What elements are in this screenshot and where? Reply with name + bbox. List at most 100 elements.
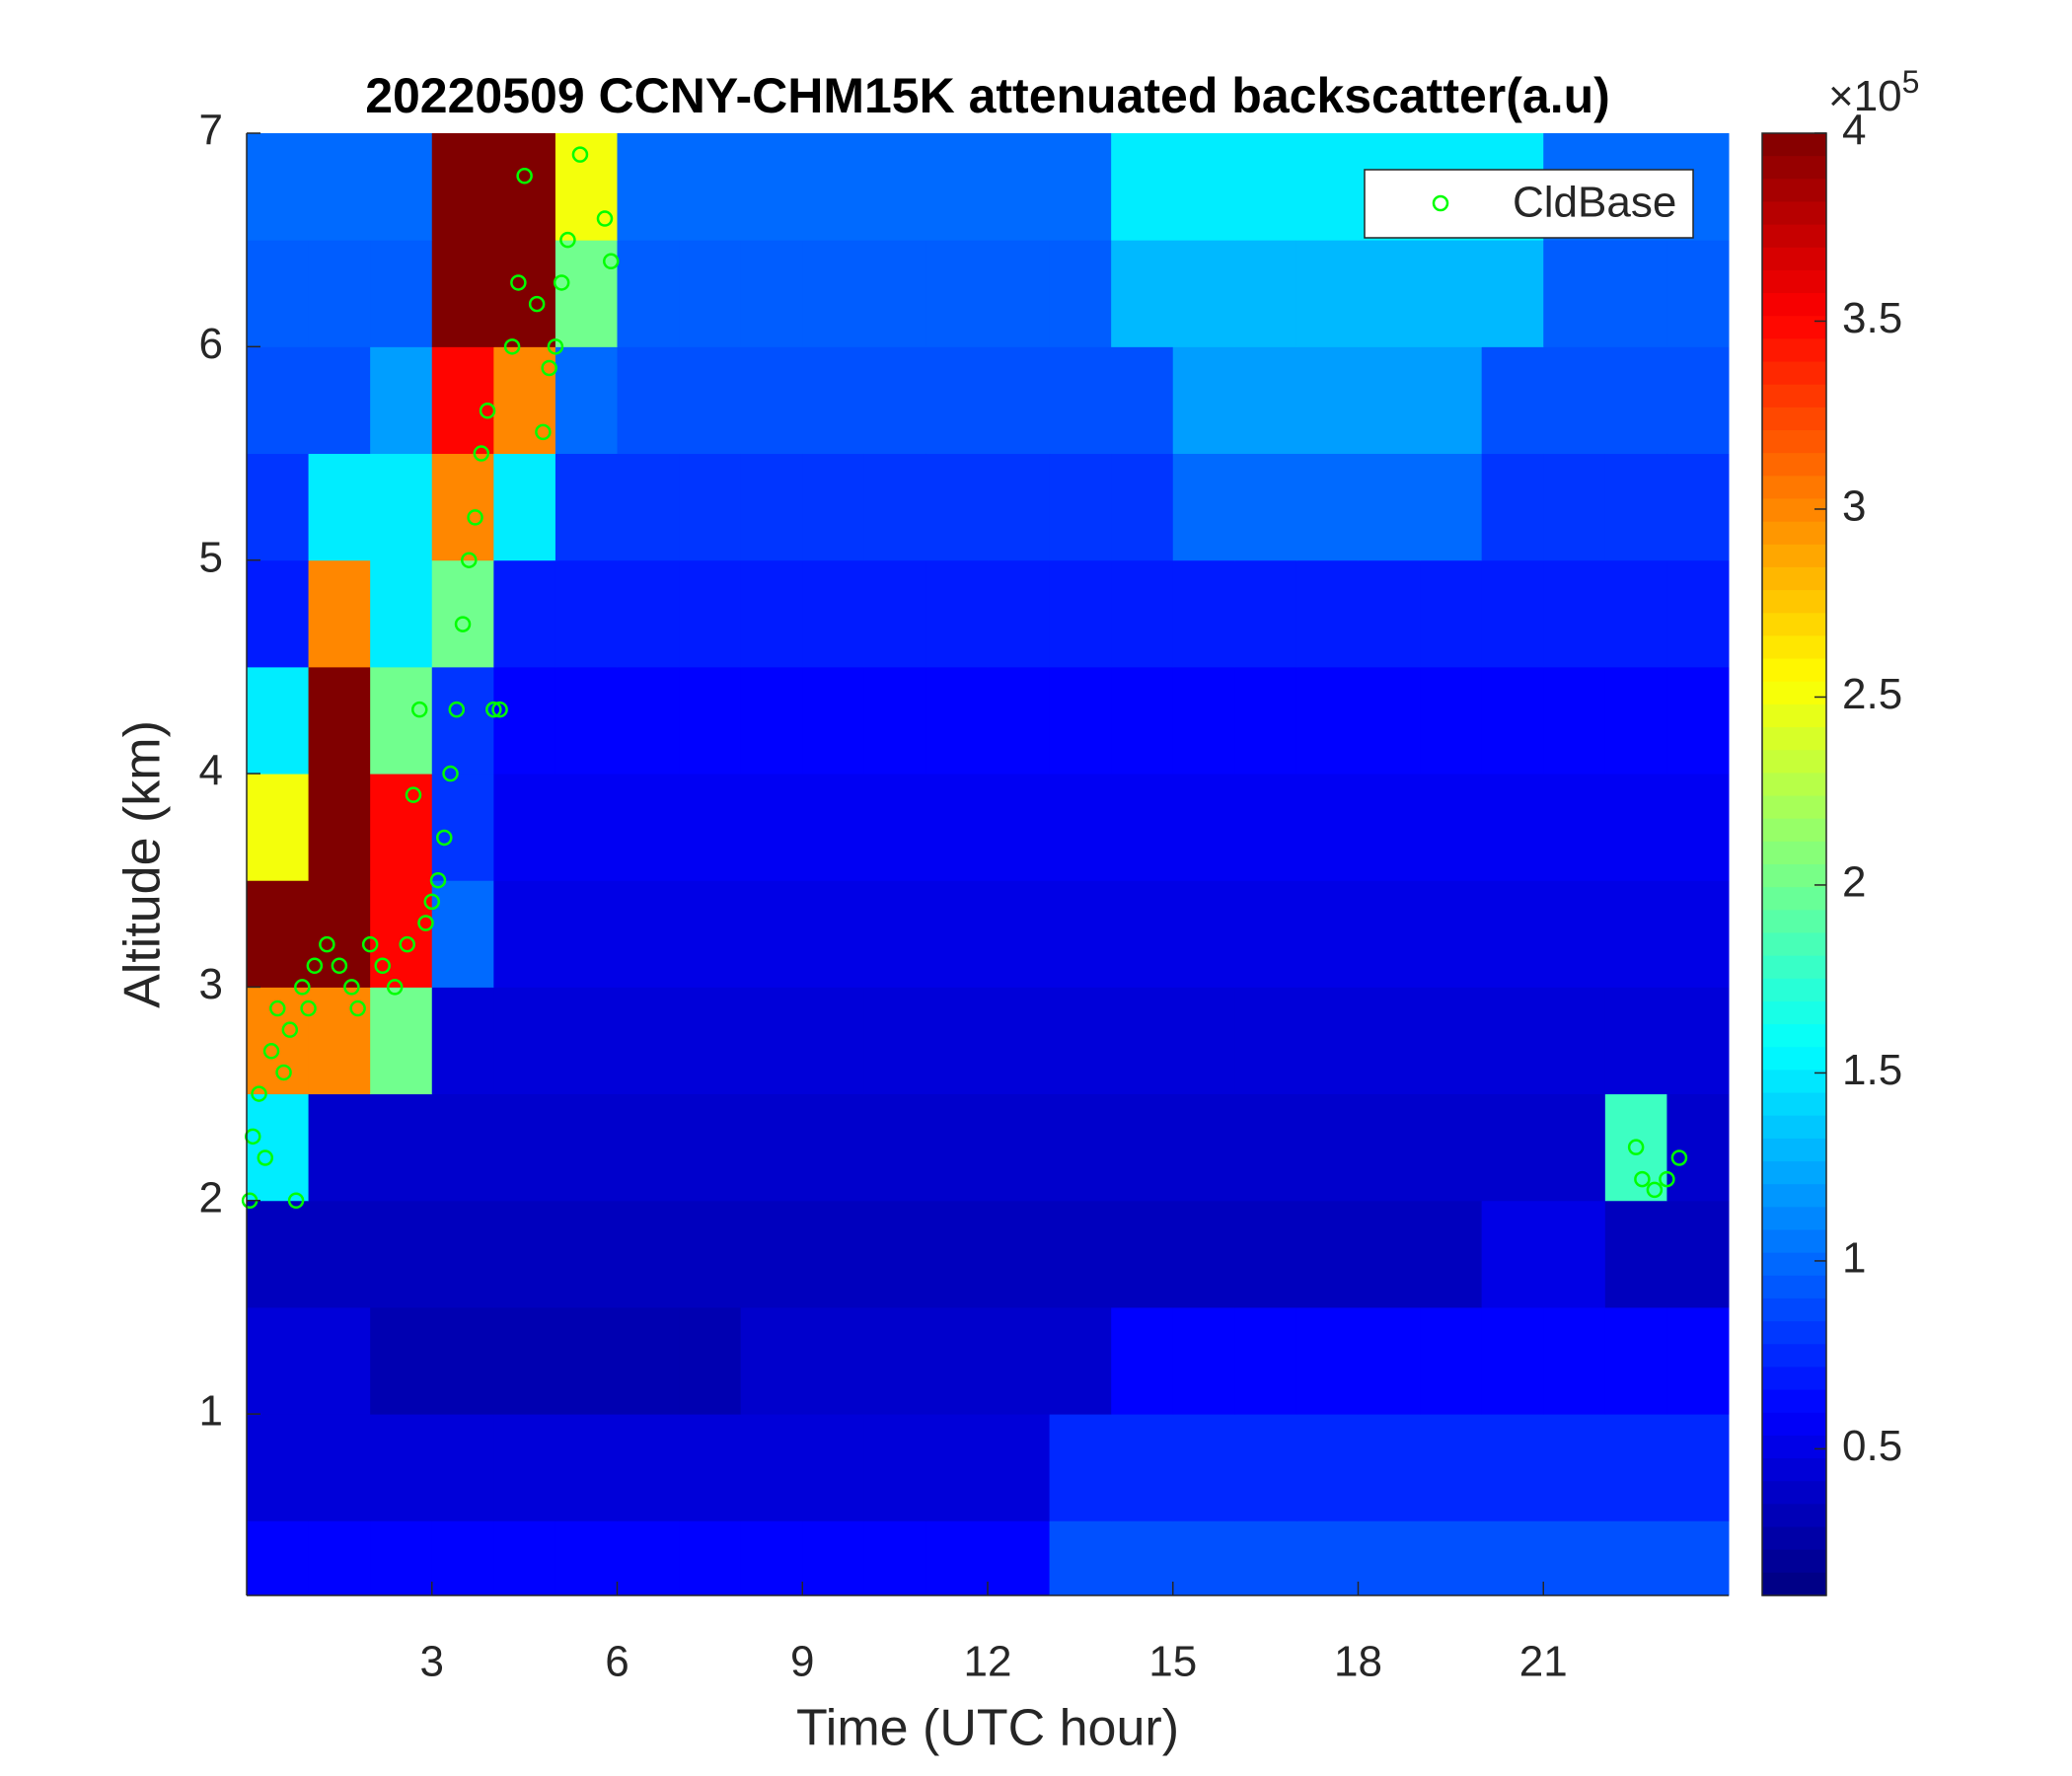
colorbar-step <box>1762 384 1826 408</box>
heatmap-cell <box>493 453 556 561</box>
heatmap-cell <box>493 666 556 775</box>
heatmap-cell <box>679 1200 742 1308</box>
heatmap <box>247 133 1730 1596</box>
heatmap-cell <box>370 1200 433 1308</box>
heatmap-cell <box>1604 453 1667 561</box>
heatmap-cell <box>988 1093 1051 1202</box>
heatmap-cell <box>247 559 310 668</box>
scatter-point <box>343 979 360 996</box>
colorbar-step <box>1762 521 1826 546</box>
heatmap-cell <box>1666 1414 1730 1521</box>
heatmap-cell <box>1481 987 1544 1095</box>
heatmap-cell <box>740 666 803 775</box>
colorbar-step <box>1762 1070 1826 1094</box>
heatmap-cell <box>1295 1200 1359 1308</box>
colorbar-step <box>1762 1229 1826 1254</box>
heatmap-cell <box>370 1414 433 1521</box>
heatmap-cell <box>1358 1414 1421 1521</box>
colorbar-step <box>1762 1138 1826 1162</box>
colorbar-step <box>1762 864 1826 888</box>
heatmap-cell <box>1234 666 1297 775</box>
heatmap-cell <box>431 1200 494 1308</box>
colorbar-step <box>1762 635 1826 660</box>
heatmap-cell <box>679 559 742 668</box>
heatmap-cell <box>493 240 556 347</box>
colorbar-step <box>1762 1389 1826 1414</box>
heatmap-cell <box>988 1520 1051 1596</box>
heatmap-cell <box>925 1200 989 1308</box>
heatmap-cell <box>1049 1414 1112 1521</box>
heatmap-cell <box>370 346 433 455</box>
heatmap-cell <box>1481 240 1544 347</box>
heatmap-cell <box>925 1414 989 1521</box>
heatmap-cell <box>988 346 1051 455</box>
heatmap-cell <box>802 987 865 1095</box>
scatter-point <box>262 1043 280 1060</box>
heatmap-cell <box>1049 987 1112 1095</box>
scatter-point <box>251 1085 267 1102</box>
heatmap-cell <box>493 133 556 241</box>
heatmap-cell <box>740 774 803 881</box>
heatmap-cell <box>1604 240 1667 347</box>
heatmap-cell <box>247 1306 310 1415</box>
heatmap-cell <box>1420 1306 1483 1415</box>
heatmap-cell <box>988 133 1051 241</box>
heatmap-cell <box>247 1200 310 1308</box>
heatmap-cell <box>679 133 742 241</box>
heatmap-cell <box>1358 240 1421 347</box>
heatmap-cell <box>1666 880 1730 988</box>
heatmap-cell <box>1172 1200 1235 1308</box>
scatter-point <box>1670 1149 1688 1166</box>
scatter-point <box>275 1064 292 1081</box>
heatmap-cell <box>617 987 680 1095</box>
heatmap-cell <box>1172 453 1235 561</box>
heatmap-cell <box>1604 1200 1667 1308</box>
heatmap-cell <box>1172 1414 1235 1521</box>
colorbar-step <box>1762 1000 1826 1025</box>
heatmap-cell <box>802 453 865 561</box>
heatmap-cell <box>1049 666 1112 775</box>
colorbar-step <box>1762 316 1826 340</box>
colorbar-step <box>1762 1275 1826 1299</box>
heatmap-cell <box>247 240 310 347</box>
heatmap-cell <box>1234 346 1297 455</box>
colorbar-step <box>1762 1504 1826 1528</box>
heatmap-cell <box>555 240 618 347</box>
heatmap-cell <box>679 346 742 455</box>
colorbar-tick-label: 2.5 <box>1842 670 1902 718</box>
colorbar-step <box>1762 269 1826 294</box>
scatter-point <box>535 423 552 441</box>
heatmap-cell <box>308 346 371 455</box>
heatmap-cell <box>1358 774 1421 881</box>
heatmap-cell <box>247 987 310 1095</box>
heatmap-cell <box>1543 240 1606 347</box>
heatmap-cell <box>988 453 1051 561</box>
heatmap-cell <box>679 453 742 561</box>
heatmap-cell <box>431 880 494 988</box>
heatmap-cell <box>679 240 742 347</box>
heatmap-cell <box>1604 666 1667 775</box>
heatmap-cell <box>1234 1520 1297 1596</box>
heatmap-cell <box>740 453 803 561</box>
heatmap-cell <box>1358 346 1421 455</box>
scatter-point <box>306 957 324 975</box>
heatmap-cell <box>1420 453 1483 561</box>
heatmap-cell <box>740 1093 803 1202</box>
heatmap-cell <box>925 774 989 881</box>
heatmap-cell <box>308 1093 371 1202</box>
heatmap-cell <box>1049 133 1112 241</box>
heatmap-cell <box>1666 774 1730 881</box>
heatmap-cell <box>370 453 433 561</box>
heatmap-cell <box>802 1520 865 1596</box>
heatmap-cell <box>1481 346 1544 455</box>
heatmap-cell <box>1666 1200 1730 1308</box>
colorbar-step <box>1762 179 1826 203</box>
heatmap-cell <box>1420 1414 1483 1521</box>
legend-marker <box>1432 194 1449 212</box>
scatter-point <box>374 957 391 975</box>
heatmap-cell <box>431 1414 494 1521</box>
heatmap-cell <box>863 1200 926 1308</box>
colorbar-step <box>1762 224 1826 249</box>
scatter-point <box>257 1149 274 1166</box>
